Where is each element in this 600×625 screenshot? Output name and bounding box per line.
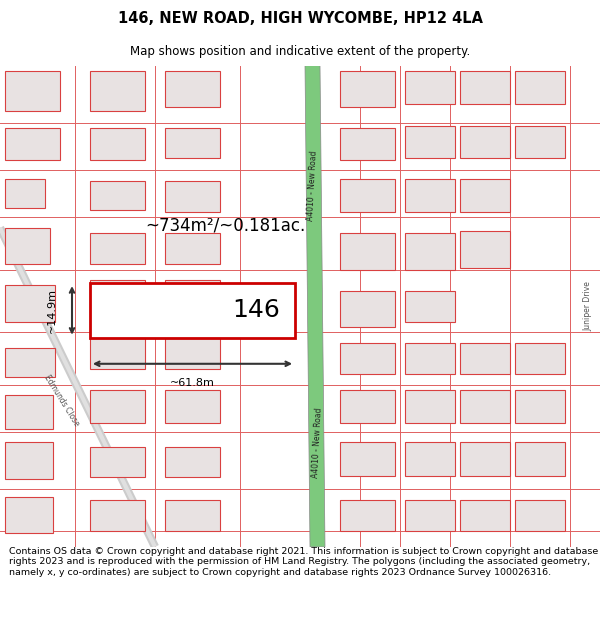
Bar — [460, 126, 510, 158]
Bar — [90, 233, 145, 264]
Bar — [340, 442, 395, 476]
Bar — [165, 181, 220, 212]
Bar — [90, 128, 145, 160]
Bar — [460, 231, 510, 268]
Bar — [405, 291, 455, 322]
Bar — [90, 283, 295, 338]
Bar — [340, 233, 395, 269]
Text: 146, NEW ROAD, HIGH WYCOMBE, HP12 4LA: 146, NEW ROAD, HIGH WYCOMBE, HP12 4LA — [118, 11, 482, 26]
Bar — [405, 126, 455, 158]
Bar — [340, 179, 395, 212]
Polygon shape — [305, 66, 325, 547]
Bar — [460, 390, 510, 423]
Bar — [5, 228, 50, 264]
Bar — [165, 71, 220, 108]
Bar — [5, 286, 55, 322]
Bar — [90, 283, 295, 338]
Bar — [90, 338, 145, 369]
Bar — [90, 280, 145, 317]
Bar — [5, 71, 60, 111]
Bar — [5, 497, 53, 533]
Bar — [460, 343, 510, 374]
Text: Contains OS data © Crown copyright and database right 2021. This information is : Contains OS data © Crown copyright and d… — [9, 547, 598, 577]
Bar — [165, 280, 220, 317]
Bar — [165, 233, 220, 264]
Bar — [165, 390, 220, 423]
Text: A4010 - New Road: A4010 - New Road — [311, 407, 323, 478]
Bar — [460, 500, 510, 531]
Bar — [405, 442, 455, 476]
Bar — [5, 395, 53, 429]
Bar — [5, 348, 55, 378]
Bar — [460, 179, 510, 212]
Bar — [515, 126, 565, 158]
Bar — [515, 343, 565, 374]
Text: ~61.8m: ~61.8m — [170, 378, 215, 388]
Text: Edmunds Close: Edmunds Close — [43, 373, 82, 428]
Bar — [340, 71, 395, 108]
Text: ~14.9m: ~14.9m — [47, 288, 57, 333]
Bar — [340, 128, 395, 160]
Bar — [515, 442, 565, 476]
Bar — [90, 500, 145, 531]
Bar — [165, 128, 220, 158]
Bar — [5, 128, 60, 160]
Bar — [90, 181, 145, 210]
Bar — [405, 71, 455, 104]
Bar — [405, 179, 455, 212]
Text: Map shows position and indicative extent of the property.: Map shows position and indicative extent… — [130, 45, 470, 58]
Bar — [515, 390, 565, 423]
Bar — [405, 233, 455, 269]
Bar — [405, 343, 455, 374]
Bar — [340, 291, 395, 327]
Bar — [460, 71, 510, 104]
Bar — [5, 442, 53, 479]
Text: ~734m²/~0.181ac.: ~734m²/~0.181ac. — [145, 217, 305, 235]
Bar — [405, 500, 455, 531]
Bar — [165, 338, 220, 369]
Text: Juniper Drive: Juniper Drive — [583, 281, 593, 331]
Text: A4010 - New Road: A4010 - New Road — [305, 151, 319, 221]
Bar — [515, 71, 565, 104]
Bar — [340, 390, 395, 423]
Bar — [90, 71, 145, 111]
Text: 146: 146 — [232, 298, 280, 322]
Bar — [340, 500, 395, 531]
Bar — [165, 500, 220, 531]
Bar — [460, 442, 510, 476]
Bar — [515, 500, 565, 531]
Bar — [5, 179, 45, 208]
Bar — [90, 448, 145, 477]
Bar — [405, 390, 455, 423]
Bar — [165, 448, 220, 477]
Bar — [340, 343, 395, 374]
Bar — [90, 390, 145, 423]
